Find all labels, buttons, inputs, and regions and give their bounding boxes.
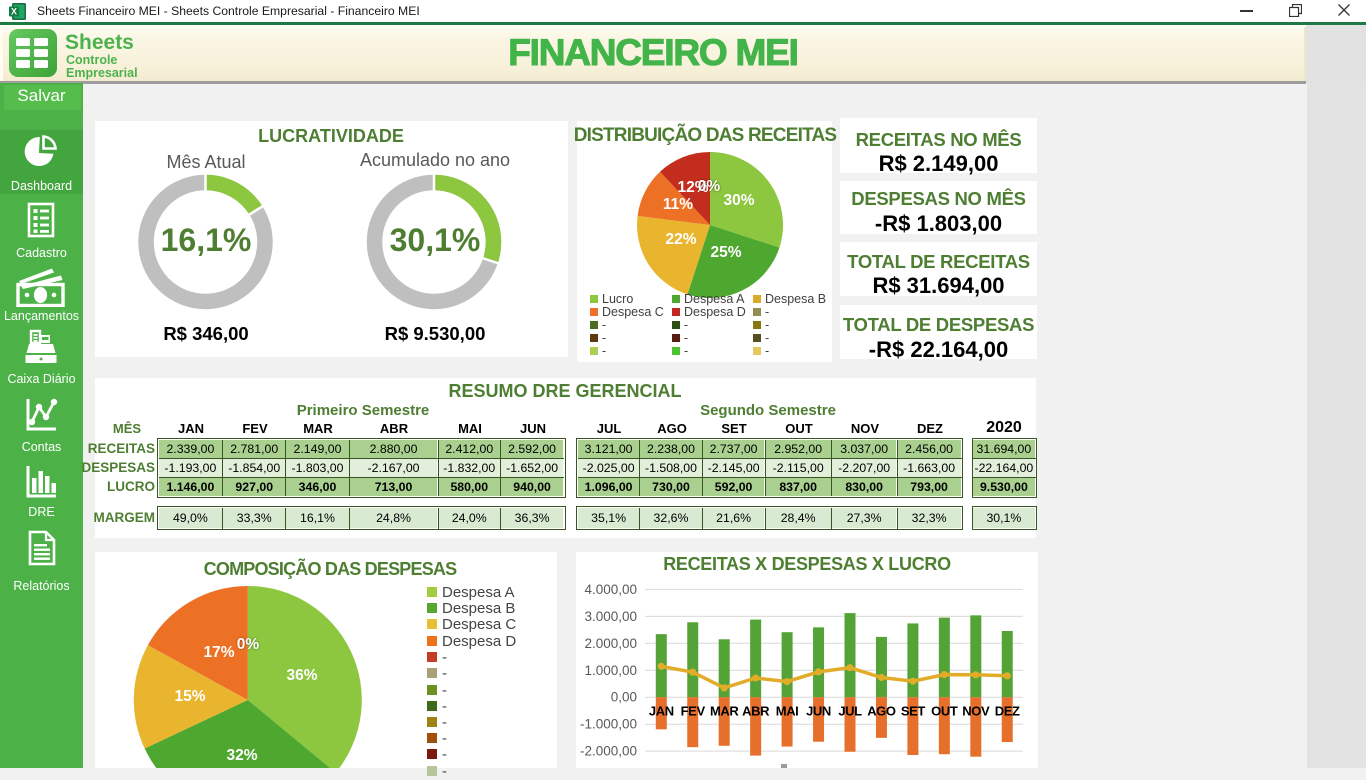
svg-text:MAR: MAR xyxy=(710,704,739,719)
svg-text:X: X xyxy=(11,7,17,17)
svg-text:-1.000,00: -1.000,00 xyxy=(580,717,637,732)
svg-text:MAI: MAI xyxy=(776,704,799,719)
svg-text:0,00: 0,00 xyxy=(611,690,637,705)
svg-text:JAN: JAN xyxy=(649,704,674,719)
svg-text:1.000,00: 1.000,00 xyxy=(584,663,637,678)
svg-text:3.000,00: 3.000,00 xyxy=(584,609,637,624)
svg-text:FEV: FEV xyxy=(681,704,706,719)
svg-text:NOV: NOV xyxy=(962,704,990,719)
svg-text:-2.000,00: -2.000,00 xyxy=(580,744,637,759)
svg-text:SET: SET xyxy=(901,704,926,719)
svg-text:JUL: JUL xyxy=(838,704,862,719)
svg-text:DEZ: DEZ xyxy=(995,704,1020,719)
svg-text:OUT: OUT xyxy=(931,704,958,719)
svg-text:AGO: AGO xyxy=(867,704,896,719)
svg-text:2.000,00: 2.000,00 xyxy=(584,636,637,651)
svg-text:ABR: ABR xyxy=(742,704,770,719)
svg-text:JUN: JUN xyxy=(806,704,831,719)
svg-text:4.000,00: 4.000,00 xyxy=(584,582,637,597)
